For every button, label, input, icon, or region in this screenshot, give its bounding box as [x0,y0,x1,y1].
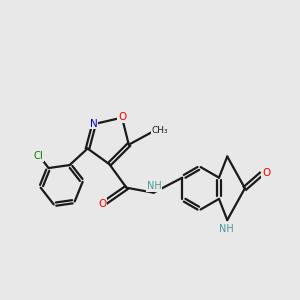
Text: NH: NH [219,224,234,234]
Text: N: N [90,118,97,128]
Text: O: O [262,168,271,178]
Text: Cl: Cl [33,151,43,161]
Text: CH₃: CH₃ [152,126,168,135]
Text: NH: NH [147,181,161,191]
Text: O: O [118,112,126,122]
Text: O: O [98,199,106,209]
